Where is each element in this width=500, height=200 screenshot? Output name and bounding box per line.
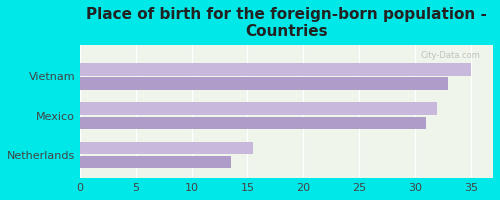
Title: Place of birth for the foreign-born population -
Countries: Place of birth for the foreign-born popu… bbox=[86, 7, 487, 39]
Text: City-Data.com: City-Data.com bbox=[421, 51, 480, 60]
Bar bbox=[80, 142, 253, 154]
Bar bbox=[80, 156, 231, 168]
Bar bbox=[80, 77, 448, 90]
Bar bbox=[80, 63, 470, 76]
Bar bbox=[80, 102, 437, 115]
Bar bbox=[80, 117, 426, 129]
